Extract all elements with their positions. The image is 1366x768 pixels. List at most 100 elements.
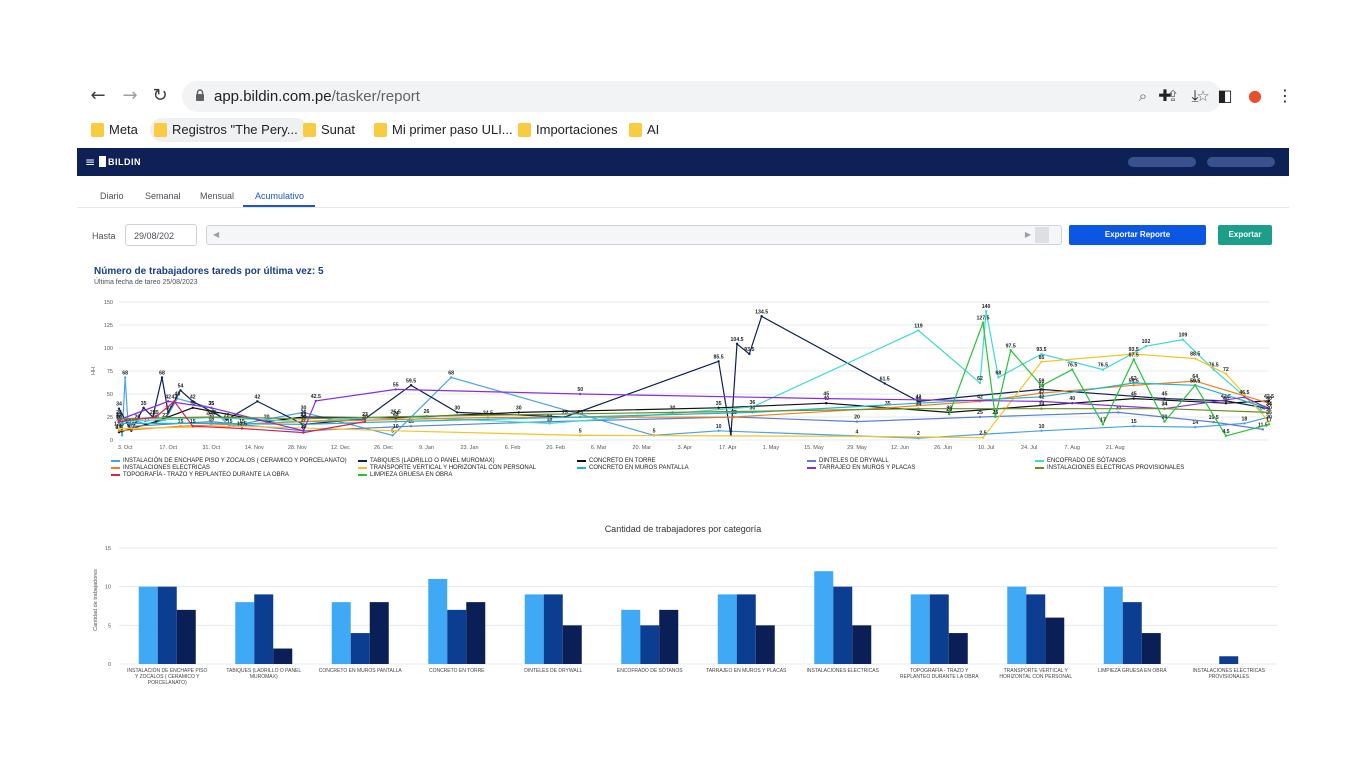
brand-logo[interactable]: BILDIN — [99, 156, 141, 167]
hamburger-menu-icon[interactable]: ≡ — [85, 155, 96, 169]
x-tick-label: 10. Jul — [978, 445, 994, 451]
bookmark-star-icon[interactable]: ☆ — [1196, 87, 1210, 105]
bar — [814, 571, 834, 664]
data-point — [1243, 422, 1246, 425]
data-label: 68 — [159, 370, 165, 376]
export-report-button[interactable]: Exportar Reporte — [1069, 225, 1206, 245]
forward-icon[interactable]: → — [122, 85, 138, 106]
data-label: 30 — [516, 405, 522, 411]
bookmark-registros[interactable]: Registros "The Pery... — [150, 118, 308, 142]
data-label: 40 — [916, 396, 922, 402]
back-icon[interactable]: ← — [90, 85, 106, 106]
legend-item[interactable]: DINTELES DE DRYWALL — [807, 458, 889, 464]
data-label: 140 — [982, 304, 991, 310]
address-row: ← → ↻ app.bildin.com.pe/tasker/report ⌕ … — [77, 78, 1293, 114]
legend-item[interactable]: INSTALACIONES ELECTRICAS PROVISIONALES — [1035, 465, 1184, 471]
scroll-left-icon[interactable]: ◀ — [213, 230, 220, 239]
legend-swatch — [111, 474, 120, 476]
profile-avatar-icon[interactable]: ● — [1248, 86, 1262, 105]
data-label: 93.5 — [744, 347, 754, 353]
data-point — [1132, 352, 1135, 356]
data-label: 42.5 — [1221, 394, 1231, 400]
legend-item[interactable]: CONCRETO EN MUROS PANTALLA — [577, 465, 689, 471]
tab-acumulativo[interactable]: Acumulativo — [255, 191, 305, 201]
bar — [755, 625, 775, 664]
bookmark-label: Registros "The Pery... — [172, 122, 298, 137]
data-label: 25 — [577, 410, 583, 416]
address-bar[interactable]: app.bildin.com.pe/tasker/report ⌕ ⇪ ☆ — [182, 81, 1222, 112]
reload-icon[interactable]: ↻ — [152, 85, 168, 106]
tab-mensual[interactable]: Mensual — [200, 191, 235, 201]
data-point — [210, 406, 213, 409]
data-label: 22 — [116, 413, 122, 419]
header-pill-2[interactable] — [1207, 157, 1275, 167]
bookmark-ai[interactable]: AI — [625, 118, 659, 142]
data-point — [486, 416, 490, 419]
data-point — [425, 414, 428, 418]
data-point — [760, 315, 763, 318]
legend-item[interactable]: LIMPIEZA GRUESA EN OBRA — [358, 472, 452, 478]
tab-semanal[interactable]: Semanal — [145, 191, 181, 201]
data-label: 19.5 — [1209, 415, 1219, 421]
lock-icon — [196, 89, 204, 101]
legend-item[interactable]: TARRAJEO EN MUROS Y PLACAS — [807, 465, 915, 471]
data-label: 127.5 — [977, 316, 990, 322]
export-button[interactable]: Exportar — [1218, 225, 1272, 245]
legend-item[interactable]: ENCOFRADO DE SÓTANOS — [1035, 458, 1126, 464]
scroll-right-icon[interactable]: ▶ — [1024, 230, 1031, 239]
bar — [235, 602, 255, 664]
bookmark-importaciones[interactable]: Importaciones — [514, 118, 618, 142]
legend-item[interactable]: TRANSPORTE VERTICAL Y HORIZONTAL CON PER… — [358, 465, 536, 471]
category-label: TOPOGRAFÍA - TRAZO Y — [910, 667, 969, 674]
date-input[interactable]: 29/08/202 — [125, 224, 197, 246]
side-panel-icon[interactable]: ◧ — [1217, 86, 1233, 105]
data-point — [1040, 384, 1043, 387]
category-label: HORIZONTAL CON PERSONAL — [999, 674, 1072, 680]
scroll-thumb[interactable] — [1035, 227, 1049, 243]
logo-mark-icon — [99, 156, 106, 167]
horizontal-scrollbar[interactable]: ◀ ▶ — [206, 225, 1062, 245]
bar — [1007, 586, 1027, 664]
data-point — [883, 382, 886, 385]
category-label: TABIQUES (LADRILLO O PANEL — [226, 668, 301, 674]
data-point — [179, 389, 182, 392]
data-point — [1261, 428, 1265, 431]
bar-chart-title: Cantidad de trabajadores por categoría — [604, 524, 762, 534]
bookmark-meta[interactable]: Meta — [87, 118, 138, 142]
bookmark-sunat[interactable]: Sunat — [299, 118, 355, 142]
tab-diario[interactable]: Diario — [100, 191, 124, 201]
share-icon[interactable]: ⇪ — [1166, 87, 1180, 105]
legend-item[interactable]: INSTALACIÓN DE ENCHAPE PISO Y ZOCALOS ( … — [111, 458, 347, 464]
extensions-icon[interactable]: ✚ — [1158, 86, 1172, 105]
data-point — [1040, 400, 1043, 403]
data-label: 76.5 — [1098, 363, 1108, 369]
bookmarks-bar: Meta Registros "The Pery... Sunat Mi pri… — [77, 118, 1289, 142]
header-pill-1[interactable] — [1128, 157, 1196, 167]
data-label: 30 — [301, 405, 307, 411]
data-point — [1132, 397, 1135, 400]
download-icon[interactable]: ⤓ — [1191, 86, 1199, 105]
data-point — [1071, 368, 1074, 371]
menu-dots-icon[interactable]: ⋮ — [1277, 86, 1293, 105]
data-label: 109 — [1179, 333, 1188, 339]
x-tick-label: 12. Dec — [331, 445, 350, 451]
data-point — [210, 422, 213, 425]
data-point — [302, 420, 305, 423]
data-label: 42 — [977, 394, 983, 400]
data-point — [1267, 402, 1271, 405]
data-label: 87.5 — [1129, 353, 1139, 359]
data-label: 15 — [178, 419, 184, 425]
data-label: 10 — [301, 424, 307, 430]
legend-item[interactable]: INSTALACIONES ELECTRICAS — [111, 465, 210, 471]
bookmark-mi-primer-paso[interactable]: Mi primer paso ULI... — [370, 118, 513, 142]
data-point — [1040, 391, 1043, 395]
data-label: 15 — [239, 419, 245, 425]
zoom-icon[interactable]: ⌕ — [1138, 87, 1148, 105]
legend-item[interactable]: TOPOGRAFÍA - TRAZO Y REPLANTEO DURANTE L… — [111, 472, 289, 478]
legend-item[interactable]: TABIQUES (LADRILLO O PANEL MUROMAX) — [358, 458, 495, 464]
data-point — [579, 434, 582, 437]
legend-item[interactable]: CONCRETO EN TORRE — [577, 458, 656, 464]
data-label: 64 — [1192, 374, 1198, 380]
category-label: CONCRETO EN TORRE — [429, 668, 485, 674]
data-label: 34 — [1162, 402, 1168, 408]
